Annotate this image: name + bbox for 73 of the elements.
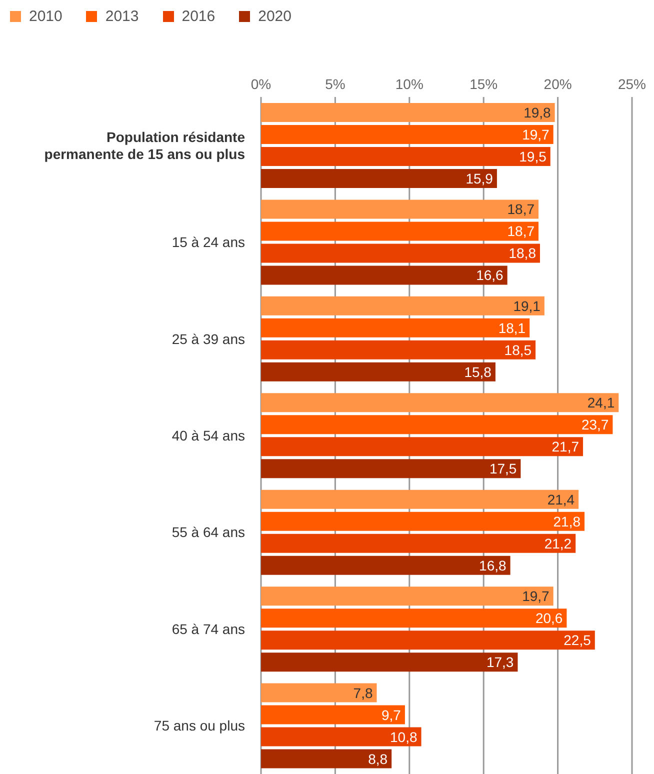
data-label: 19,7 [522,588,550,604]
bar [261,652,518,672]
bar [261,169,497,188]
bar [261,415,613,434]
data-label: 21,4 [547,491,575,508]
y-tick-label: 65 à 74 ans [172,620,245,637]
x-tick-label: 5% [325,76,346,92]
bar [261,705,405,724]
legend-label: 2010 [28,8,62,25]
data-label: 18,1 [498,320,526,336]
y-tick-label: 40 à 54 ans [172,428,245,444]
bar [261,727,422,746]
bar [261,200,539,219]
data-label: 9,7 [381,706,402,723]
bar [261,630,595,650]
bar [261,393,619,412]
bar [261,534,576,553]
bar [261,266,508,285]
x-tick-label: 20% [544,76,572,92]
legend-label: 2020 [257,8,292,25]
data-label: 23,7 [581,416,609,433]
y-tick-label: 25 à 39 ans [172,330,245,347]
bar [261,490,579,509]
data-label: 21,8 [553,513,581,530]
data-label: 8,8 [368,750,388,767]
data-label: 7,8 [353,684,373,701]
bar [261,147,550,166]
data-label: 24,1 [587,394,615,411]
data-label: 16,6 [476,267,504,284]
data-label: 18,8 [508,245,536,262]
data-label: 15,8 [464,364,492,380]
data-label: 17,5 [489,460,517,477]
data-label: 18,5 [504,342,532,358]
bar [261,103,555,122]
data-label: 15,9 [466,170,494,186]
data-label: 17,3 [486,654,514,670]
bar [261,244,540,263]
data-label: 18,7 [507,223,535,240]
data-label: 19,1 [513,298,541,314]
data-label: 21,7 [552,438,580,455]
bar [261,586,554,606]
data-label: 19,8 [524,104,552,120]
y-tick-label: 75 ans ou plus [154,718,245,734]
bar [261,222,539,241]
x-tick-label: 15% [470,76,498,92]
data-label: 18,7 [507,201,535,218]
bar [261,437,584,456]
x-tick-label: 25% [618,76,646,92]
bar [261,608,567,628]
legend-label: 2013 [104,8,139,25]
data-label: 21,2 [544,535,572,552]
y-tick-label: Population résidante permanente de 15 ans ou plus [44,128,246,162]
bar [261,125,554,144]
bar [261,362,496,382]
bar [261,340,536,360]
data-label: 10,8 [390,728,418,745]
data-label: 20,6 [535,610,563,626]
bar [261,556,510,575]
data-label: 16,8 [479,557,507,574]
x-tick-label: 10% [395,76,424,92]
bar [261,749,392,768]
data-label: 22,5 [564,632,592,648]
data-label: 19,7 [522,126,550,142]
bar [261,318,530,338]
bar [261,683,377,702]
bar [261,512,585,531]
data-label: 19,5 [519,148,547,164]
x-tick-label: 0% [250,76,272,92]
y-tick-label: 15 à 24 ans [172,234,245,250]
legend-label: 2016 [180,8,216,25]
y-tick-label: 55 à 64 ans [172,524,245,540]
bar [261,296,544,316]
bar [261,459,521,478]
